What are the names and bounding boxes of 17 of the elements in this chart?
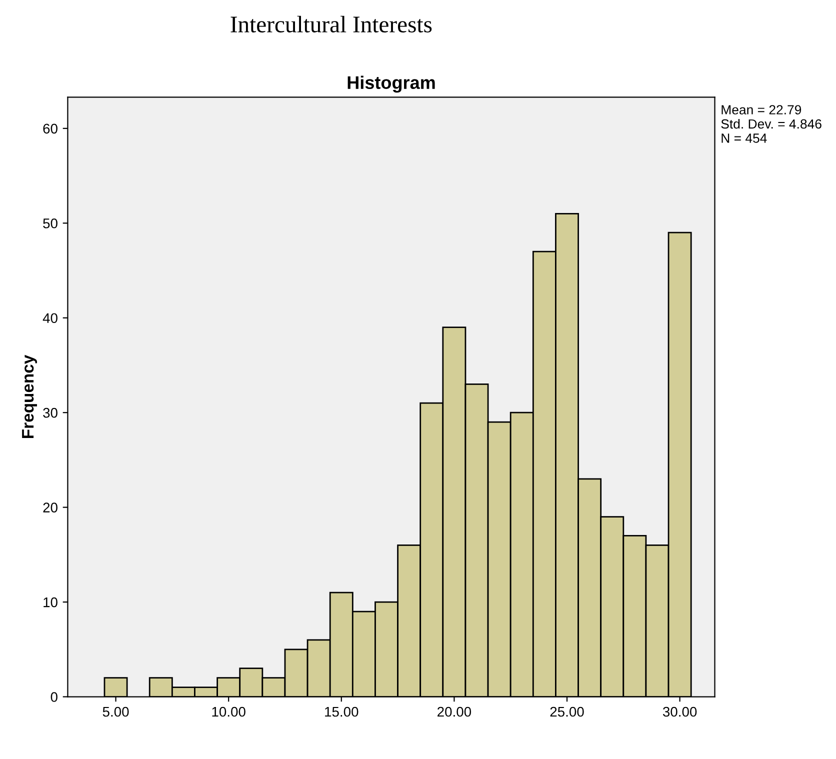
x-tick-label: 5.00 [102,706,129,717]
x-tick-label: 30.00 [662,706,697,717]
x-tick-label: 20.00 [438,706,472,717]
y-tick-label: 60 [43,124,58,134]
text: Mean = 22.79 Std. Dev. = 4.846 N = 454 [721,105,822,143]
y-tick-label: 40 [42,313,58,324]
x-tick-label: 15.00 [325,706,358,717]
y-tick-label: 20 [43,502,58,512]
x-tick-label: 10.00 [212,706,246,717]
y-tick-label: 50 [43,218,58,228]
chart-subtitle: Intercultural Interests [230,16,432,32]
x-tick-label: 25.00 [550,706,584,717]
chart-title: Histogram [348,76,435,93]
y-tick-label: 0 [50,692,58,702]
y-axis-title: Frequency [22,354,37,438]
y-tick-label: 10 [44,597,58,608]
y-tick-label: 30 [43,408,58,418]
